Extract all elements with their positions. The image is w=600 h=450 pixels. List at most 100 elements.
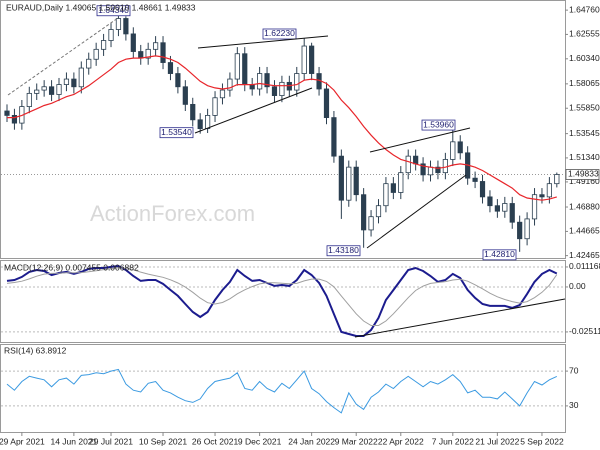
candle-body — [487, 196, 493, 207]
candle-body — [41, 86, 47, 91]
candle-body — [130, 33, 136, 52]
candle-body — [234, 53, 240, 80]
annotation-box — [159, 127, 194, 139]
annotation-box — [326, 245, 361, 257]
trend-line — [7, 17, 119, 96]
plot: 1.64760 1.62555 1.60340 1.58065 1.55850 1.535… — [0, 4, 600, 446]
annotation-box — [96, 5, 131, 17]
candle-body — [48, 86, 55, 95]
annotation-label: 1.43180 — [328, 245, 359, 255]
candle-body — [375, 205, 382, 218]
y-tick-label: 1.46880 — [569, 201, 600, 211]
candle-body — [123, 18, 129, 35]
candle-body — [442, 159, 448, 174]
x-tick-label: 29 Jul 2021 — [89, 436, 133, 446]
macd-panel — [0, 260, 566, 343]
candle-body — [435, 166, 441, 174]
candle-body — [338, 155, 344, 201]
candle-body — [509, 203, 515, 223]
candle-body — [93, 48, 99, 60]
x-tick-label: 14 Jun 2021 — [50, 436, 97, 446]
annotation-box — [421, 119, 456, 131]
candle-body — [554, 174, 560, 185]
candle-body — [524, 218, 530, 240]
candle-body — [175, 73, 181, 88]
candle-body — [427, 166, 434, 176]
macd-title: MACD(12,26,9) 0.007455 0.006882 — [4, 262, 139, 272]
y-tick-label: 1.60340 — [569, 53, 600, 63]
candle-body — [152, 42, 159, 50]
annotation-label: 1.42810 — [484, 249, 515, 259]
candle-body — [479, 181, 486, 198]
candle-body — [301, 45, 307, 74]
x-tick-label: 9 Dec 2021 — [238, 436, 282, 446]
candle-body — [108, 29, 114, 41]
candle-body — [249, 84, 255, 90]
candle-body — [294, 73, 300, 91]
candle-body — [353, 166, 359, 196]
line — [6, 267, 558, 326]
candle-body — [413, 155, 419, 165]
candle-body — [78, 67, 84, 88]
y-tick-label: 30 — [569, 400, 579, 410]
candle-body — [539, 194, 545, 198]
candle-body — [450, 141, 456, 160]
x-tick-label: 21 Jul 2022 — [475, 436, 519, 446]
candle-body — [182, 86, 188, 105]
annotation-box — [262, 28, 297, 40]
candle-body — [86, 58, 92, 69]
candle-body — [331, 117, 337, 157]
x-tick-label: 29 Apr 2021 — [0, 436, 45, 446]
candle-body — [279, 81, 285, 96]
candle-body — [546, 183, 552, 198]
candle-body — [242, 53, 248, 85]
trend-line — [197, 35, 329, 49]
y-tick-label: 1.58065 — [569, 78, 600, 88]
annotation-label: 1.62230 — [264, 28, 295, 38]
y-tick-label: 1.51340 — [569, 152, 600, 162]
candle-body — [205, 115, 211, 130]
candle-body — [323, 88, 330, 119]
candle-body — [271, 86, 278, 96]
candle-body — [212, 97, 218, 116]
candle-body — [257, 73, 263, 90]
annotation-label: 1.53960 — [423, 119, 454, 129]
price-panel — [0, 0, 566, 259]
candle-body — [457, 141, 463, 154]
y-tick-label: 1.49160 — [569, 176, 600, 186]
x-tick-label: 10 Sep 2021 — [139, 436, 187, 446]
rsi-title: RSI(14) 63.8912 — [4, 345, 67, 355]
y-tick-label: 70 — [569, 365, 579, 375]
candle-body — [383, 183, 389, 207]
annotation-box — [482, 249, 517, 261]
candle-body — [100, 40, 107, 50]
chart-title: EURAUD,Daily 1.49065 1.50010 1.48661 1.4… — [6, 2, 196, 12]
y-tick-label: 1.53545 — [569, 128, 600, 138]
line — [7, 55, 557, 201]
y-tick-label: 1.42465 — [569, 250, 600, 260]
annotation-label: 1.64340 — [98, 5, 129, 15]
trend-line — [366, 174, 467, 249]
candle-body — [405, 155, 411, 174]
x-tick-label: 7 Jun 2022 — [432, 436, 474, 446]
current-price-box — [565, 169, 600, 180]
candle-body — [361, 194, 367, 231]
trend-line — [369, 127, 471, 153]
candle-body — [309, 45, 315, 74]
x-tick-label: 26 Oct 2021 — [192, 436, 239, 446]
candle-body — [63, 78, 70, 85]
y-tick-label: 1.44665 — [569, 226, 600, 236]
line — [6, 264, 558, 337]
line — [6, 368, 558, 414]
x-tick-label: 5 Sep 2022 — [520, 436, 564, 446]
current-price-label: 1.49833 — [568, 169, 599, 179]
candle-body — [368, 216, 374, 231]
candle-body — [390, 183, 396, 193]
candle-body — [472, 177, 478, 182]
candle-body — [11, 115, 18, 124]
watermark: ActionForex.com — [90, 201, 255, 226]
y-tick-label: 1.55850 — [569, 102, 600, 112]
annotation-label: 1.53540 — [161, 127, 192, 137]
candle-body — [138, 51, 144, 59]
trend-line — [354, 298, 566, 338]
